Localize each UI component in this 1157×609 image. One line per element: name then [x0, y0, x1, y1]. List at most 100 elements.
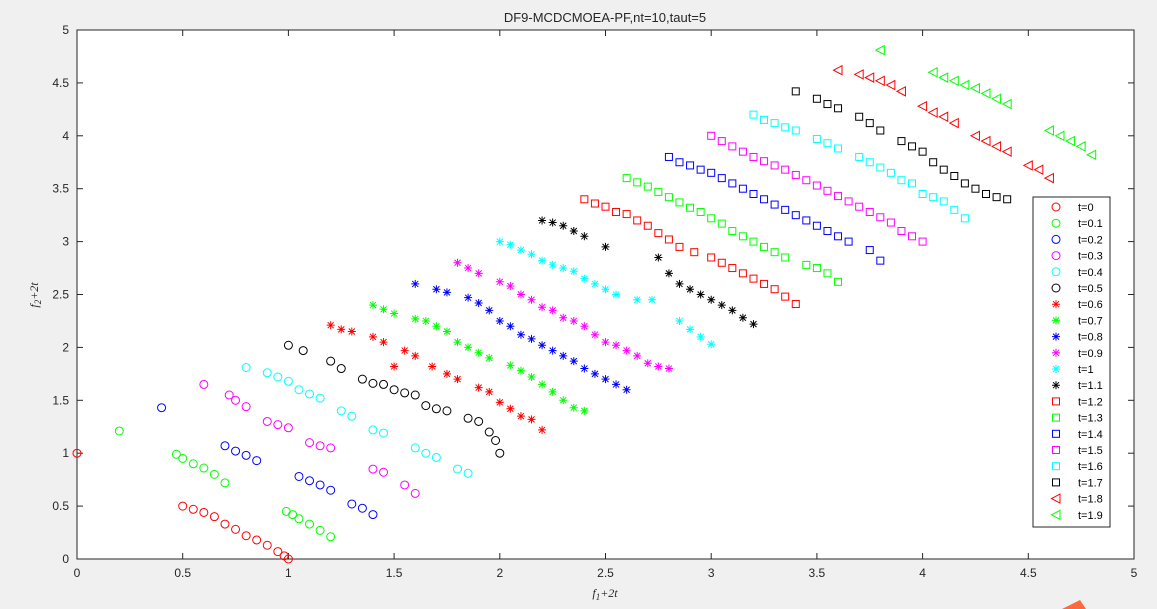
data-point	[897, 227, 906, 236]
data-point	[749, 152, 758, 161]
legend-entry: t=1	[1052, 364, 1094, 376]
data-point	[612, 341, 621, 350]
series-t=1.5	[707, 131, 927, 246]
legend-entry: t=1.8	[1050, 493, 1103, 506]
legend-entry: t=0.2	[1051, 234, 1103, 246]
data-point	[241, 450, 251, 460]
legend-entry: t=1.6	[1052, 461, 1103, 473]
data-point	[980, 135, 991, 147]
data-point	[707, 340, 716, 349]
legend-marker	[1052, 429, 1060, 438]
data-point	[538, 256, 547, 265]
legend-label: t=1.9	[1078, 510, 1103, 522]
data-point	[428, 362, 437, 371]
data-point	[865, 158, 874, 167]
data-point	[865, 207, 874, 216]
data-point	[453, 338, 462, 347]
y-tick-label: 4.5	[52, 76, 69, 90]
data-point	[171, 449, 181, 459]
data-point	[1086, 149, 1097, 161]
data-point	[326, 485, 336, 495]
series-t=1.3	[622, 174, 843, 286]
data-point	[781, 205, 790, 214]
data-point	[654, 229, 663, 238]
data-point	[918, 189, 927, 198]
data-point	[580, 232, 589, 241]
data-point	[516, 366, 525, 375]
legend-entry: t=0.9	[1052, 348, 1103, 360]
series-t=0.3	[199, 379, 420, 498]
legend-entry: t=1.1	[1052, 380, 1103, 392]
data-point	[876, 213, 885, 222]
data-point	[864, 72, 875, 83]
data-point	[506, 322, 515, 331]
data-point	[569, 403, 578, 412]
y-axis-label-sub: 2	[33, 299, 43, 304]
data-point	[305, 519, 315, 529]
data-point	[707, 214, 716, 223]
data-point	[368, 425, 378, 435]
data-point	[288, 510, 298, 520]
data-point	[453, 258, 462, 267]
data-point	[601, 375, 610, 384]
data-point	[506, 240, 515, 249]
data-point	[855, 152, 864, 161]
axes-background	[76, 29, 1135, 560]
data-point	[368, 378, 378, 388]
data-point	[992, 193, 1001, 202]
data-point	[368, 510, 378, 520]
data-point	[495, 448, 505, 458]
data-point	[220, 478, 230, 488]
data-point	[950, 205, 959, 214]
data-point	[895, 86, 906, 97]
data-point	[874, 44, 885, 56]
data-point	[357, 374, 367, 384]
data-point	[231, 395, 241, 405]
legend-marker	[1052, 462, 1060, 471]
legend-marker	[1051, 218, 1061, 228]
x-tick-label: 2	[496, 566, 503, 580]
data-point	[770, 248, 779, 257]
data-point	[834, 192, 843, 201]
series-t=0.9	[453, 258, 673, 373]
x-tick-label: 3.5	[809, 566, 826, 580]
legend-entry: t=1.4	[1052, 429, 1103, 441]
data-point	[495, 316, 504, 325]
data-point	[886, 168, 895, 177]
data-point	[114, 426, 124, 436]
legend-label: t=0.4	[1078, 267, 1103, 279]
y-axis-label: f2+2t	[27, 282, 43, 308]
series-t=1.4	[664, 152, 885, 265]
y-tick-label: 3	[62, 235, 69, 249]
data-point	[812, 181, 821, 190]
series-t=0.4	[241, 363, 473, 478]
data-point	[960, 214, 969, 223]
data-point	[612, 380, 621, 389]
data-point	[580, 364, 589, 373]
data-point	[707, 295, 716, 304]
data-point	[717, 219, 726, 228]
data-point	[717, 301, 726, 310]
data-point	[633, 351, 642, 360]
data-point	[491, 436, 501, 446]
data-point	[969, 130, 980, 142]
data-point	[432, 322, 441, 331]
series-t=1.8	[832, 64, 1054, 184]
data-point	[728, 306, 737, 315]
data-point	[601, 202, 610, 211]
data-point	[938, 72, 949, 83]
data-point	[485, 353, 494, 362]
data-point	[834, 104, 843, 113]
data-point	[527, 295, 536, 304]
data-point	[707, 253, 716, 262]
data-point	[199, 507, 209, 517]
data-point	[633, 295, 642, 304]
data-point	[823, 139, 832, 148]
data-point	[791, 300, 800, 309]
legend-label: t=0.1	[1078, 218, 1103, 230]
x-tick-label: 5	[1131, 566, 1138, 580]
data-point	[337, 325, 346, 334]
data-point	[252, 456, 262, 466]
legend-label: t=0.5	[1078, 283, 1103, 295]
